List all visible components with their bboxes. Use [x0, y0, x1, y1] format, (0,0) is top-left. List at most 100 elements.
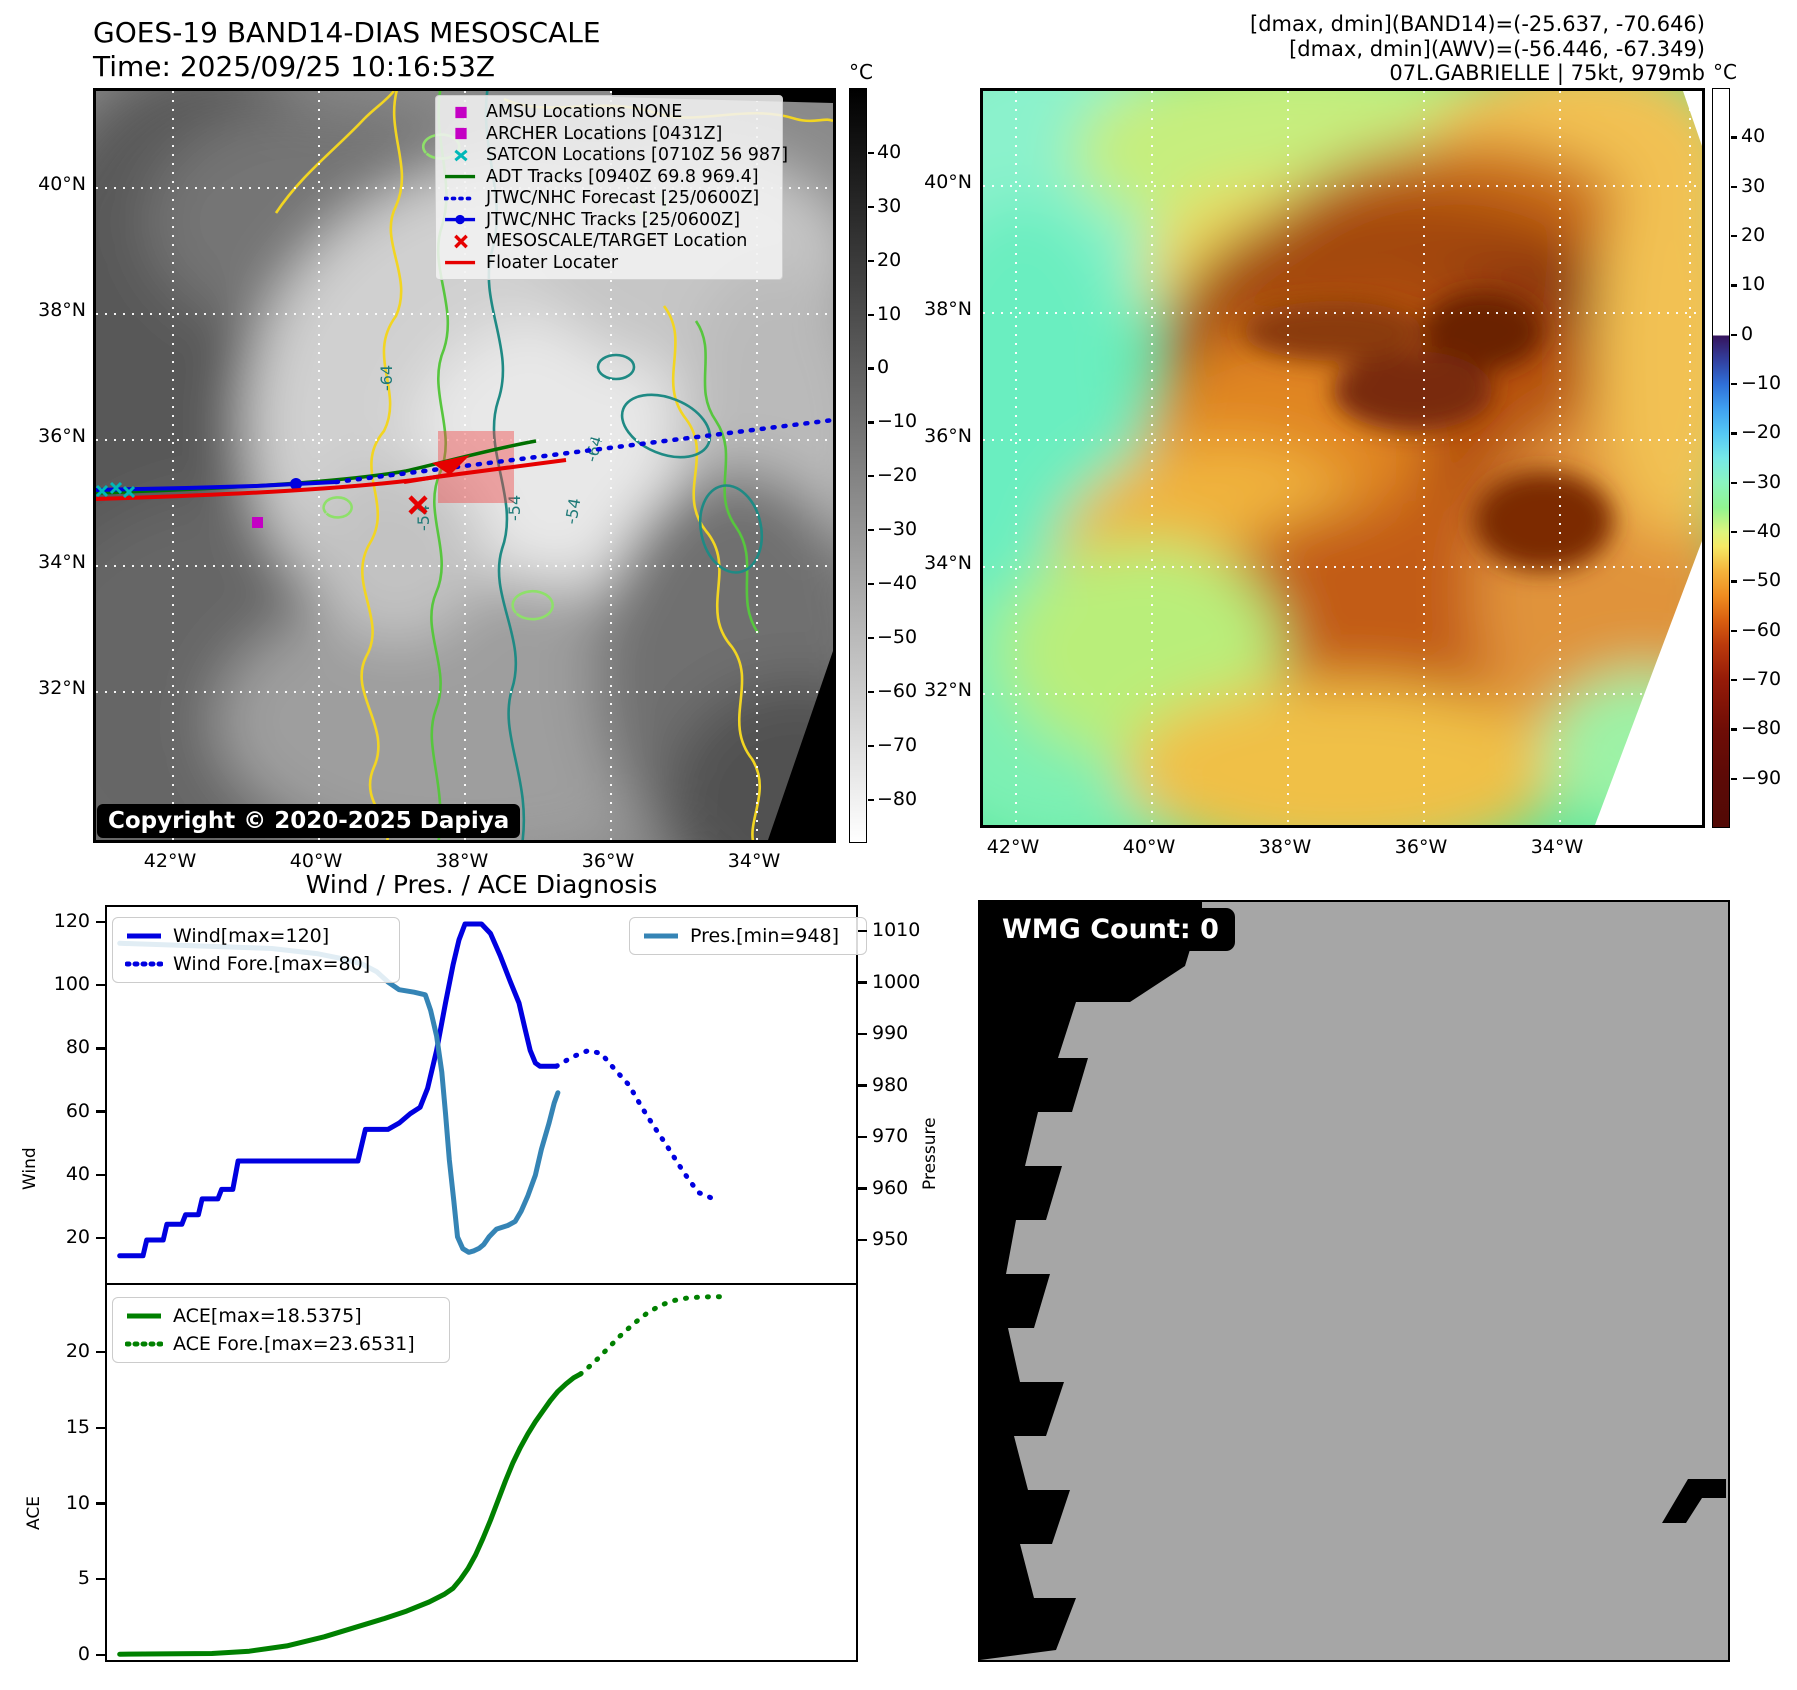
series-ace-fore-max-	[577, 1294, 728, 1377]
band14-cbar-ticklabel: −50	[877, 626, 918, 649]
ace-legend: ACE[max=18.5375] ACE Fore.[max=23.6531]	[112, 1297, 450, 1363]
band14-legend-item: ARCHER Locations [0431Z]	[444, 124, 774, 144]
ace-tickmark	[96, 1653, 105, 1657]
awv-lat-label: 40°N	[924, 171, 972, 193]
band14-lat-label: 36°N	[38, 425, 86, 447]
awv-cbar-tickmark	[1731, 432, 1737, 435]
x-cyan-icon	[454, 149, 468, 161]
pressure-tickmark	[858, 1032, 867, 1036]
pressure-axis-label: Pressure	[920, 1117, 940, 1190]
ace-legend-label: ACE Fore.[max=23.6531]	[173, 1333, 415, 1355]
band14-lon-label: 38°W	[435, 850, 489, 872]
pressure-ticklabel: 950	[872, 1228, 909, 1250]
series-pres-min-	[117, 940, 561, 1255]
contour-label-54c: -54	[561, 497, 584, 526]
awv-cbar-ticklabel: −40	[1741, 520, 1782, 542]
ace-ticklabel: 10	[65, 1491, 90, 1514]
ace-legend-swatch-icon	[127, 1313, 161, 1319]
band14-cbar-ticklabel: −20	[877, 464, 918, 487]
square-magenta-icon	[455, 106, 467, 118]
line-dot-blue-icon	[445, 214, 476, 225]
pressure-tickmark	[858, 1187, 867, 1190]
awv-cbar-tickmark	[1731, 728, 1737, 731]
band14-cbar-tickmark	[868, 583, 874, 586]
floater-arrow-tail	[403, 473, 449, 484]
band14-title-line1: GOES-19 BAND14-DIAS MESOSCALE	[93, 16, 601, 49]
band14-legend-label: SATCON Locations [0710Z 56 987]	[486, 145, 789, 165]
awv-cbar-ticklabel: −10	[1741, 372, 1782, 394]
band14-cbar-ticklabel: 0	[877, 356, 890, 379]
wind-ticklabel: 80	[65, 1036, 90, 1059]
awv-header-line1: [dmax, dmin](BAND14)=(-25.637, -70.646)	[1250, 12, 1705, 36]
mesoscale-target-marker	[408, 495, 428, 515]
ace-tickmark	[96, 1502, 105, 1505]
awv-cbar-tickmark	[1731, 235, 1737, 238]
band14-legend-label: MESOSCALE/TARGET Location	[486, 231, 748, 251]
awv-cbar-tickmark	[1731, 481, 1737, 484]
awv-nodata-wedge	[1595, 541, 1702, 825]
wind-legend: Wind[max=120] Wind Fore.[max=80]	[112, 917, 400, 983]
pressure-ticklabel: 960	[872, 1176, 909, 1199]
awv-cbar-tickmark	[1731, 284, 1737, 287]
band14-legend-item: MESOSCALE/TARGET Location	[444, 231, 774, 251]
pressure-legend-item: Pres.[min=948]	[642, 925, 854, 947]
awv-header-line3: 07L.GABRIELLE | 75kt, 979mb	[1389, 61, 1705, 85]
band14-lat-label: 40°N	[38, 173, 86, 195]
band14-lat-label: 32°N	[38, 677, 86, 699]
ace-ticklabel: 5	[77, 1567, 90, 1590]
band14-cbar-ticklabel: −30	[877, 518, 918, 541]
band14-legend-label: JTWC/NHC Tracks [25/0600Z]	[486, 209, 741, 230]
copyright-badge: Copyright © 2020-2025 Dapiya	[97, 804, 521, 838]
contour-label-54a: -54	[414, 505, 433, 531]
band14-lon-label: 34°W	[727, 850, 781, 872]
pressure-tickmark	[858, 981, 867, 984]
series-wind-max-	[117, 921, 559, 1259]
wind-legend-item: Wind Fore.[max=80]	[125, 953, 387, 975]
pressure-ticklabel: 1010	[872, 919, 921, 941]
pressure-tickmark	[858, 1238, 867, 1242]
awv-nodata-corner	[1683, 91, 1702, 146]
band14-cbar-ticklabel: 20	[877, 248, 902, 271]
awv-colorbar-unit: °C	[1713, 60, 1737, 84]
awv-map	[980, 88, 1705, 828]
awv-colorbar	[1712, 88, 1730, 828]
contour-label-54b: -54	[505, 495, 524, 521]
band14-lat-label: 34°N	[38, 551, 86, 573]
ace-legend-swatch-icon	[125, 1341, 163, 1347]
ace-tickmark	[96, 1426, 105, 1429]
band14-legend: AMSU Locations NONE ARCHER Locations [043…	[435, 95, 788, 280]
awv-graticule	[983, 91, 1702, 825]
band14-legend-label: JTWC/NHC Forecast [25/0600Z]	[486, 188, 760, 208]
wind-axis-label: Wind	[20, 1147, 40, 1190]
band14-legend-label: AMSU Locations NONE	[486, 102, 683, 122]
awv-cbar-tickmark	[1731, 580, 1737, 583]
band14-cbar-ticklabel: −70	[877, 733, 918, 756]
pressure-legend-label: Pres.[min=948]	[690, 925, 839, 947]
band14-colorbar-unit: °C	[849, 60, 873, 84]
band14-lat-label: 38°N	[38, 299, 86, 321]
band14-cbar-tickmark	[868, 637, 874, 640]
awv-cbar-ticklabel: 0	[1741, 322, 1754, 345]
line-red-icon	[445, 260, 476, 265]
band14-cbar-ticklabel: −10	[877, 410, 918, 433]
wind-ticklabel: 60	[65, 1099, 90, 1122]
band14-cbar-ticklabel: −40	[877, 572, 918, 595]
wind-legend-swatch-icon	[127, 933, 161, 939]
band14-legend-label: Floater Locater	[486, 252, 619, 273]
band14-lon-label: 40°W	[289, 850, 343, 872]
pressure-tickmark	[858, 1135, 867, 1139]
nodata-corner	[768, 651, 833, 840]
charts-title: Wind / Pres. / ACE Diagnosis	[305, 870, 658, 899]
wind-legend-item: Wind[max=120]	[125, 925, 387, 947]
awv-cbar-ticklabel: 40	[1741, 125, 1766, 148]
band14-title-line2: Time: 2025/09/25 10:16:53Z	[93, 50, 496, 83]
ace-tickmark	[96, 1350, 105, 1354]
awv-cbar-ticklabel: −30	[1741, 470, 1782, 493]
awv-cbar-tickmark	[1731, 777, 1737, 780]
awv-lon-label: 36°W	[1394, 836, 1448, 858]
awv-cbar-tickmark	[1731, 383, 1737, 386]
ace-legend-item: ACE Fore.[max=23.6531]	[125, 1333, 437, 1355]
pressure-ticklabel: 970	[872, 1125, 909, 1147]
awv-map-image	[983, 91, 1702, 825]
